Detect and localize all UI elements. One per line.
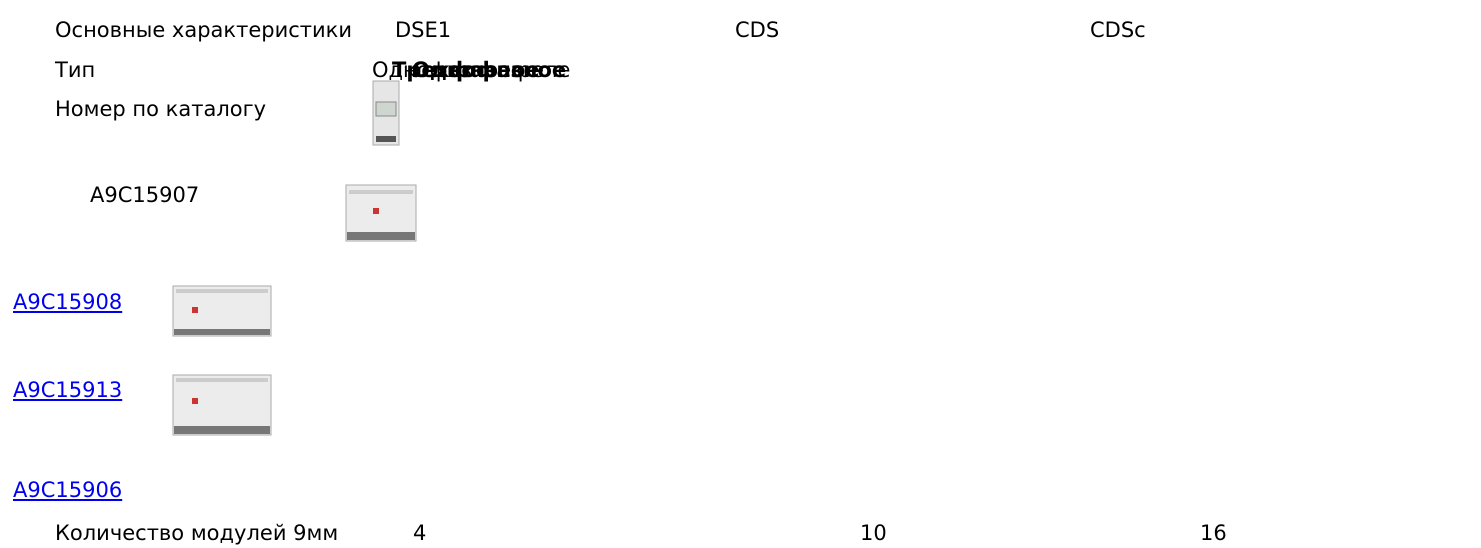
product-image: [372, 80, 400, 146]
cell: 10: [860, 521, 887, 545]
row-label: Количество модулей 9мм: [55, 521, 338, 545]
row-label: Номер по каталогу: [55, 97, 266, 121]
column-header: DSE1: [395, 18, 451, 42]
column-header: CDSc: [1090, 18, 1146, 42]
product-image: [172, 285, 272, 337]
cell: Однофазное: [412, 58, 566, 82]
product-image: [345, 184, 417, 242]
cell: 16: [1200, 521, 1227, 545]
catalog-number: A9C15907: [90, 183, 199, 207]
catalog-link[interactable]: A9C15906: [13, 478, 122, 502]
row-label: Тип: [55, 58, 95, 82]
header-label: Основные характеристики: [55, 18, 352, 42]
product-image: [172, 374, 272, 436]
cell: 4: [413, 521, 426, 545]
catalog-link[interactable]: A9C15913: [13, 378, 122, 402]
catalog-link[interactable]: A9C15908: [13, 290, 122, 314]
page: Основные характеристики DSE1 CDS CDSc Ти…: [0, 0, 1481, 548]
column-header: CDS: [735, 18, 779, 42]
